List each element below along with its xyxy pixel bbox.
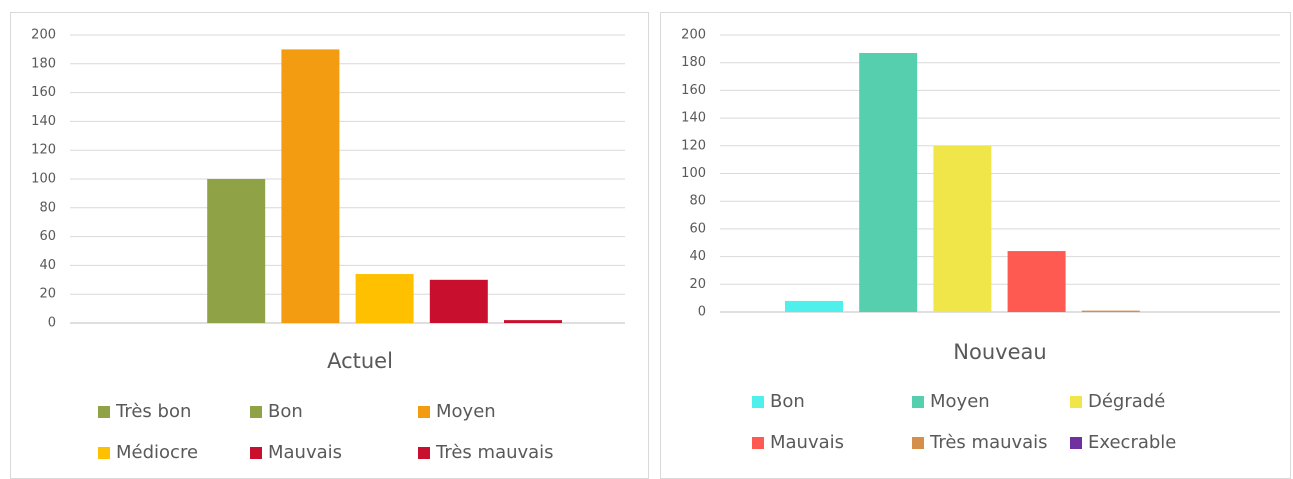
bar [1081, 310, 1140, 312]
y-tick-label: 160 [681, 83, 706, 98]
y-tick-label: 200 [31, 28, 56, 43]
x-category-label: Actuel [327, 349, 393, 373]
legend-label: Bon [268, 401, 303, 422]
y-tick-label: 140 [31, 114, 56, 129]
legend-swatch [1070, 396, 1082, 408]
y-tick-label: 20 [39, 287, 56, 302]
legend-label: Très bon [115, 401, 191, 422]
legend-label: Moyen [930, 391, 990, 412]
legend-label: Mauvais [770, 432, 844, 453]
y-tick-label: 160 [31, 85, 56, 100]
y-tick-label: 200 [681, 28, 706, 43]
legend-swatch [98, 447, 110, 459]
legend-label: Dégradé [1088, 391, 1165, 412]
legend-label: Médiocre [116, 442, 198, 463]
legend-swatch [752, 437, 764, 449]
legend-label: Execrable [1088, 432, 1176, 453]
y-tick-label: 60 [39, 229, 56, 244]
y-tick-label: 40 [689, 249, 706, 264]
bar [429, 279, 488, 323]
bar [355, 274, 414, 323]
legend-swatch [418, 447, 430, 459]
bar [207, 179, 266, 323]
legend-swatch [1070, 437, 1082, 449]
y-tick-label: 60 [689, 221, 706, 236]
y-tick-label: 180 [31, 56, 56, 71]
legend-swatch [752, 396, 764, 408]
bar [859, 53, 918, 312]
x-category-label: Nouveau [953, 340, 1046, 364]
bar [933, 145, 992, 312]
legend-label: Très mauvais [929, 432, 1048, 453]
bar [504, 320, 562, 323]
y-tick-label: 0 [698, 305, 706, 320]
legend-label: Bon [770, 391, 805, 412]
legend-label: Très mauvais [435, 442, 554, 463]
y-tick-label: 40 [39, 258, 56, 273]
legend-swatch [98, 406, 110, 418]
y-tick-label: 100 [681, 166, 706, 181]
y-tick-label: 80 [689, 194, 706, 209]
y-tick-label: 180 [681, 55, 706, 70]
y-tick-label: 100 [31, 172, 56, 187]
legend-label: Moyen [436, 401, 496, 422]
bar [785, 300, 843, 312]
bar [281, 49, 340, 324]
y-tick-label: 120 [681, 138, 706, 153]
y-tick-label: 0 [48, 316, 56, 331]
y-tick-label: 80 [39, 200, 56, 215]
y-tick-label: 120 [31, 143, 56, 158]
y-tick-label: 20 [689, 277, 706, 292]
legend-swatch [418, 406, 430, 418]
legend-label: Mauvais [268, 442, 342, 463]
bar [1007, 251, 1066, 312]
legend-swatch [912, 437, 924, 449]
legend-swatch [912, 396, 924, 408]
legend-swatch [250, 406, 262, 418]
y-tick-label: 140 [681, 111, 706, 126]
legend-swatch [250, 447, 262, 459]
